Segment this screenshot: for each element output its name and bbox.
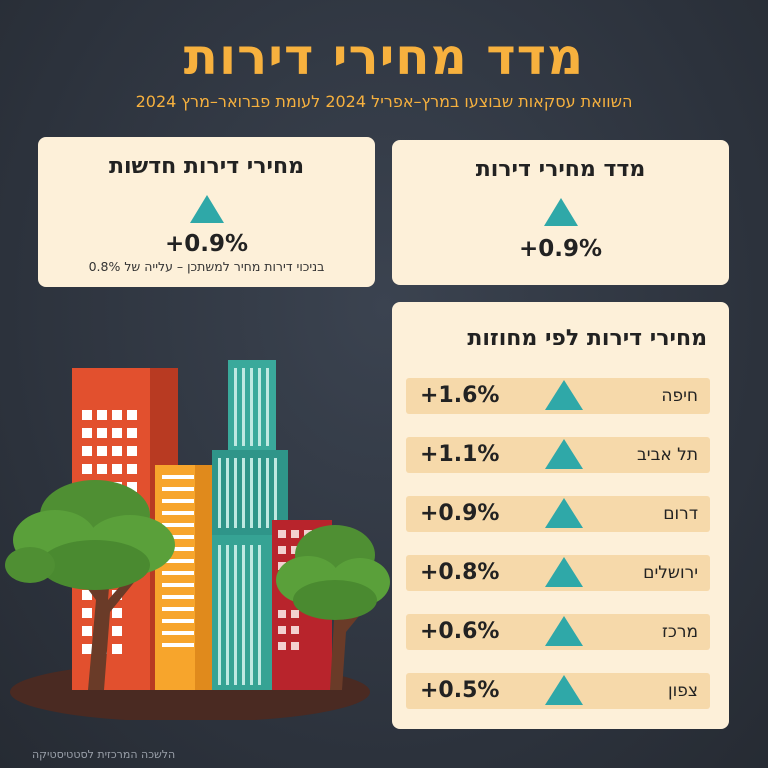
district-name: ירושלים: [643, 563, 698, 583]
district-value: +1.1%: [420, 442, 500, 467]
district-value: +0.9%: [420, 501, 500, 526]
new-apartments-card: מחירי דירות חדשות +0.9% בניכוי דירות מחי…: [38, 137, 375, 287]
price-index-title: מדד מחירי דירות: [475, 157, 646, 182]
new-apartments-value: +0.9%: [164, 231, 249, 257]
district-row: חיפה +1.6%: [406, 378, 710, 414]
orange-building-stripes: [162, 475, 194, 647]
price-index-value: +0.9%: [518, 236, 603, 262]
city-buildings-illustration: [5, 360, 390, 720]
district-name: תל אביב: [636, 445, 698, 465]
districts-title: מחירי דירות לפי מחוזות: [467, 326, 707, 351]
tree-left-icon: [5, 480, 175, 690]
district-name: חיפה: [661, 386, 698, 406]
district-value: +0.5%: [420, 678, 500, 703]
up-triangle-icon: [545, 616, 583, 646]
districts-card: מחירי דירות לפי מחוזות חיפה +1.6% תל אבי…: [392, 302, 729, 729]
district-value: +0.8%: [420, 560, 500, 585]
district-value: +0.6%: [420, 619, 500, 644]
page-subtitle: השוואת עסקאות שבוצעו במרץ–אפריל 2024 לעו…: [135, 92, 633, 111]
orange-building: [155, 465, 217, 690]
new-apartments-title: מחירי דירות חדשות: [108, 154, 305, 179]
teal-tower-stripes: [218, 368, 277, 685]
district-row: מרכז +0.6%: [406, 614, 710, 650]
districts-list: חיפה +1.6% תל אביב +1.1% דרום +0.9% ירוש…: [406, 378, 710, 732]
new-apartments-note: בניכוי דירות מחיר למשתכן – עלייה של 0.8%: [88, 259, 325, 274]
district-value: +1.6%: [420, 383, 500, 408]
district-name: צפון: [668, 681, 698, 701]
price-index-card: מדד מחירי דירות +0.9%: [392, 140, 729, 285]
district-row: תל אביב +1.1%: [406, 437, 710, 473]
source-footer: הלשכה המרכזית לסטטיסטיקה: [32, 748, 176, 761]
up-triangle-icon: [543, 198, 578, 226]
page-title: מדד מחירי דירות: [183, 28, 585, 86]
up-triangle-icon: [545, 439, 583, 469]
district-name: מרכז: [661, 622, 698, 642]
up-triangle-icon: [545, 557, 583, 587]
up-triangle-icon: [189, 195, 224, 223]
up-triangle-icon: [545, 498, 583, 528]
up-triangle-icon: [545, 675, 583, 705]
district-row: צפון +0.5%: [406, 673, 710, 709]
district-name: דרום: [663, 504, 698, 524]
tree-right-icon: [276, 525, 390, 690]
up-triangle-icon: [545, 380, 583, 410]
district-row: דרום +0.9%: [406, 496, 710, 532]
district-row: ירושלים +0.8%: [406, 555, 710, 591]
